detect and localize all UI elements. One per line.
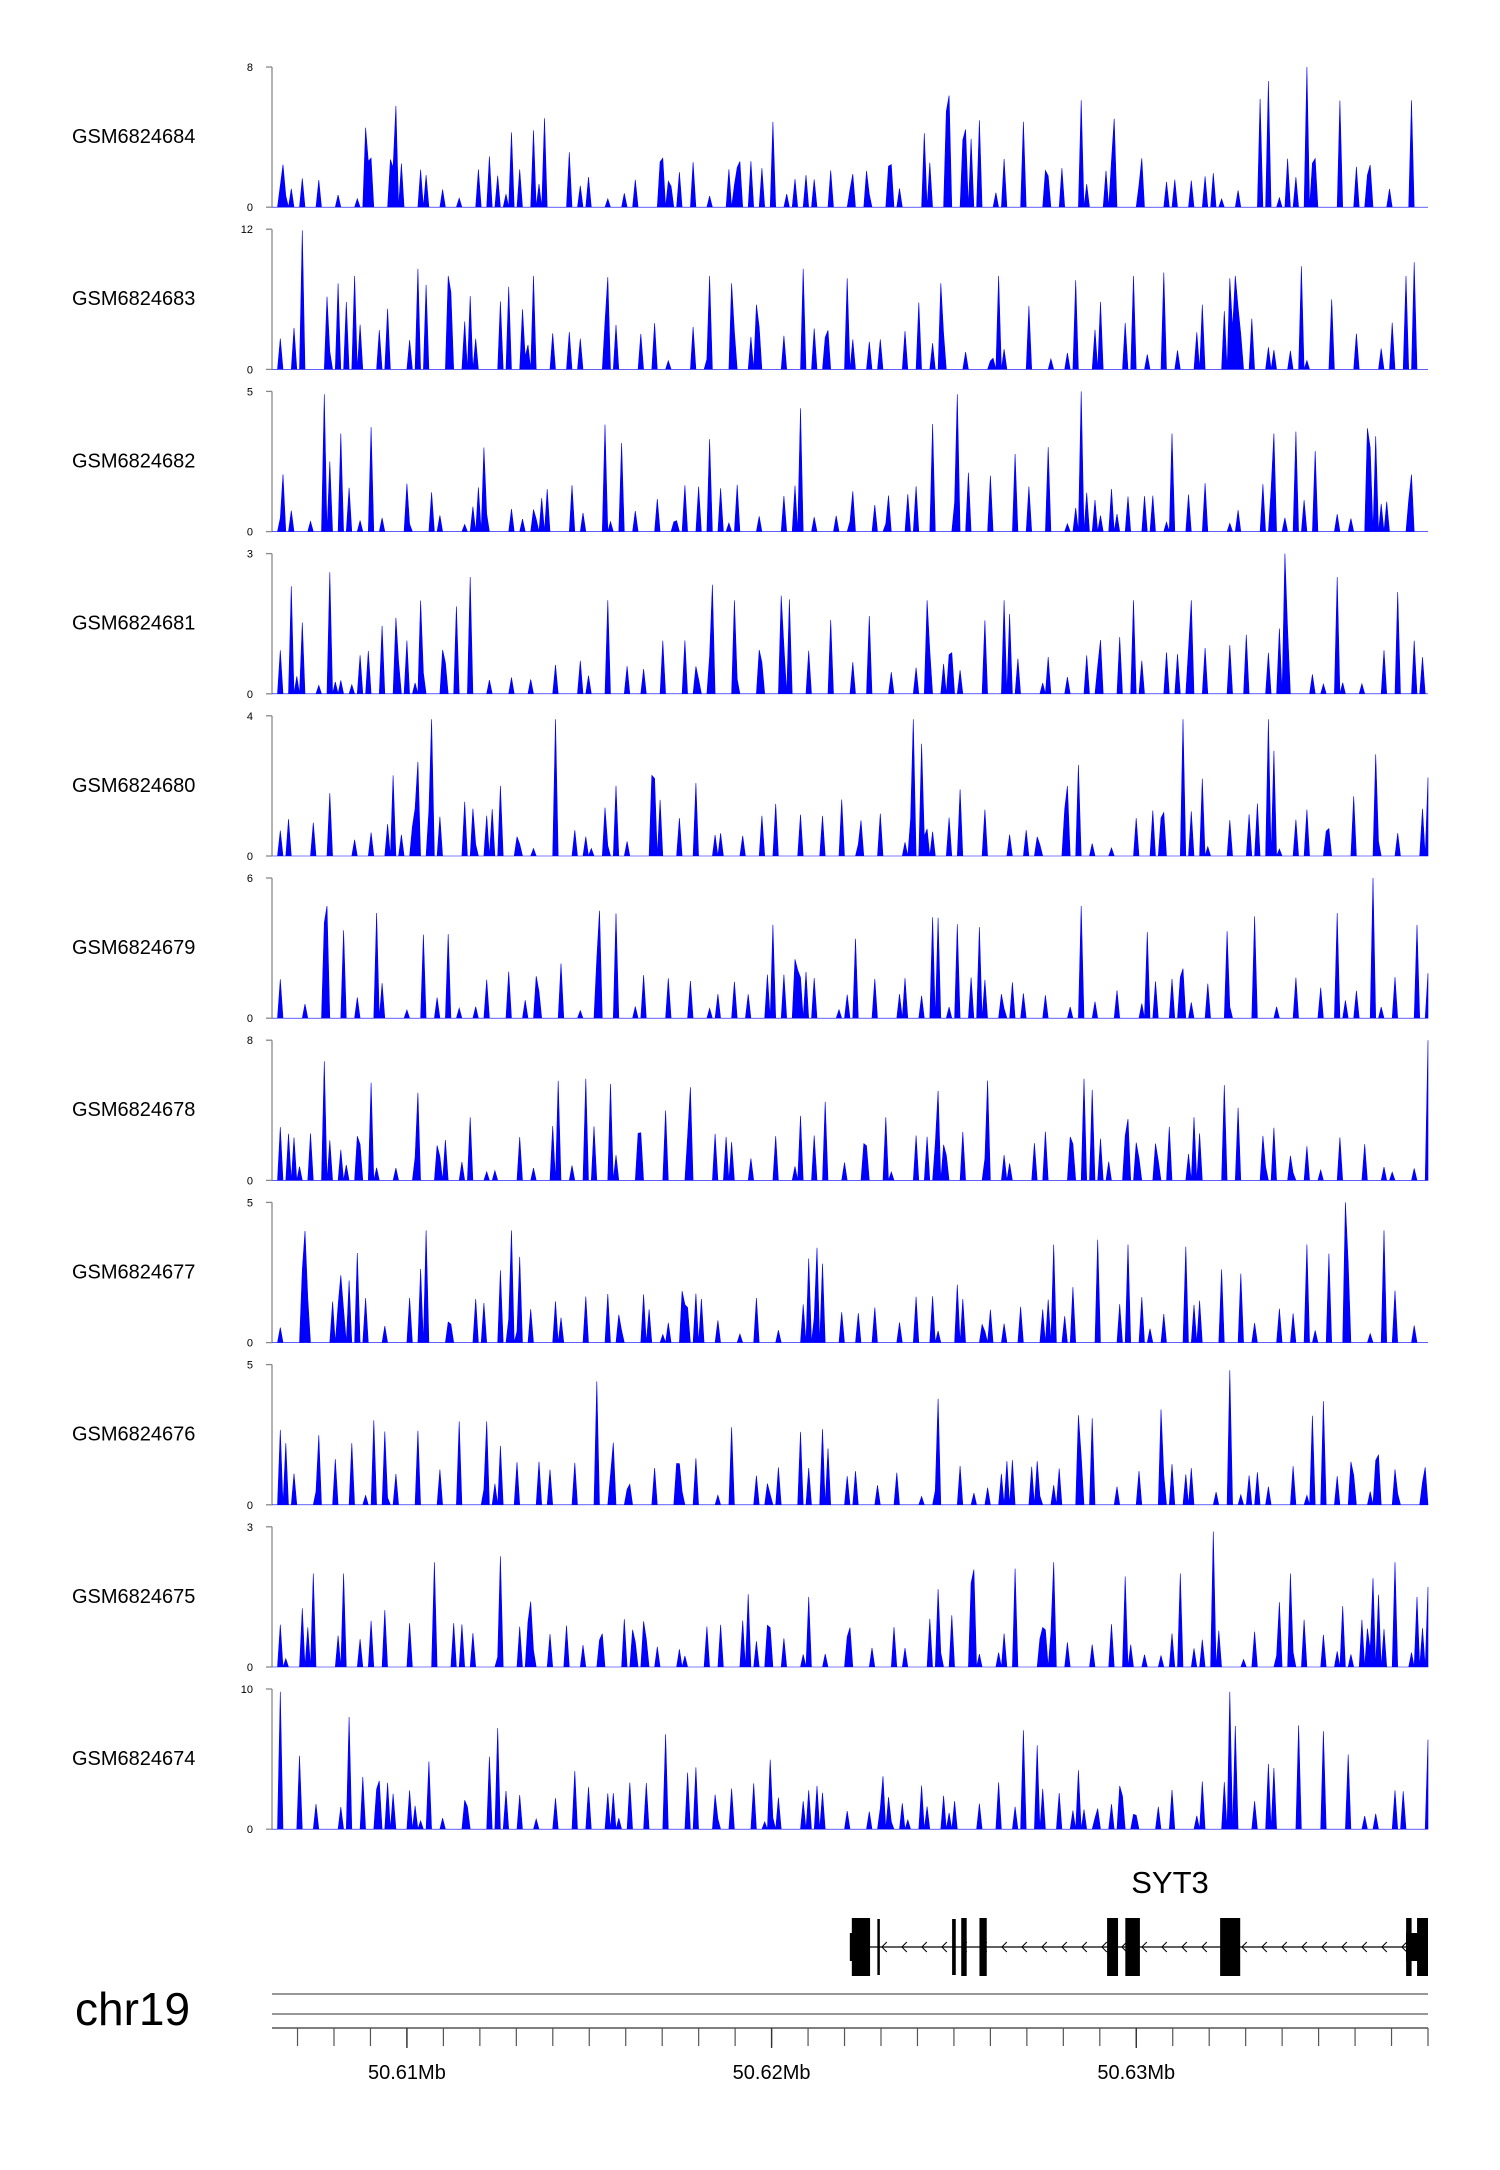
coverage-tracks: GSM682468480GSM6824683120GSM682468250GSM… [72,62,1429,1836]
coverage-signal [272,1531,1429,1668]
coverage-signal [272,1370,1429,1506]
strand-chevron [1241,1941,1248,1953]
track-label: GSM6824682 [72,450,195,472]
strand-chevron [1161,1941,1168,1953]
strand-chevron [1321,1941,1328,1953]
gene-utr [849,1933,870,1961]
coverage-track: GSM6824678 8 0 [72,1035,1429,1187]
track-label: GSM6824683 [72,288,195,310]
strand-chevron [1021,1941,1028,1953]
track-ymin-label: 0 [247,1662,253,1674]
track-ymin-label: 0 [247,1013,253,1025]
gene-exon [1107,1918,1119,1976]
strand-chevron [1381,1941,1388,1953]
strand-chevron [1361,1941,1368,1953]
track-ymin-label: 0 [247,1500,253,1512]
coverage-track: GSM6824683 12 0 [72,224,1428,376]
coverage-signal [272,877,1429,1019]
gene-exon [979,1918,987,1976]
strand-chevron [1401,1941,1408,1953]
track-ymin-label: 0 [247,851,253,863]
track-ymin-label: 0 [247,1338,253,1350]
track-ymin-label: 0 [247,364,253,376]
track-label: GSM6824681 [72,613,195,635]
track-ymax-label: 6 [247,873,253,885]
strand-chevron [1281,1941,1288,1953]
strand-chevron [1261,1941,1268,1953]
coverage-track: GSM6824677 5 0 [72,1197,1428,1350]
coverage-track: GSM6824682 5 0 [72,386,1428,539]
strand-chevron [1181,1941,1188,1953]
track-ymax-label: 5 [247,1360,253,1372]
gene-exon [952,1919,956,1975]
strand-chevron [1041,1941,1048,1953]
strand-chevron [941,1941,948,1953]
track-ymax-label: 5 [247,1197,253,1209]
track-ymax-label: 3 [247,1522,253,1534]
axis-tick-label: 50.62Mb [733,2062,811,2084]
track-ymin-label: 0 [247,689,253,701]
gene-label: SYT3 [1131,1865,1209,1900]
genome-axis: chr19 50.61Mb 50.62Mb 50.63Mb [75,1983,1429,2084]
coverage-track: GSM6824680 4 0 [72,711,1429,863]
coverage-signal [272,230,1428,370]
gene-utr [1406,1933,1428,1961]
coverage-signal [272,1202,1428,1343]
track-ymax-label: 3 [247,549,253,561]
track-ymax-label: 4 [247,711,253,723]
gene-exon [1220,1918,1241,1976]
track-ymax-label: 8 [247,62,253,74]
axis-tick-label: 50.61Mb [368,2062,446,2084]
coverage-signal [272,719,1429,857]
strand-chevron [1101,1941,1108,1953]
gene-annotation-track: SYT3 [849,1865,1428,1976]
strand-chevron [1121,1941,1128,1953]
coverage-track: GSM6824675 3 0 [72,1522,1429,1674]
coverage-signal [272,1691,1429,1830]
strand-chevron [881,1941,888,1953]
strand-chevron [1001,1941,1008,1953]
track-ymax-label: 8 [247,1035,253,1047]
coverage-signal [272,391,1428,532]
track-ymax-label: 5 [247,386,253,398]
coverage-signal [272,66,1428,208]
track-ymax-label: 12 [241,224,253,236]
track-label: GSM6824680 [72,775,195,797]
track-label: GSM6824676 [72,1424,195,1446]
track-label: GSM6824678 [72,1099,195,1121]
track-ymin-label: 0 [247,1175,253,1187]
track-ymax-label: 10 [241,1684,253,1696]
strand-chevron [1201,1941,1208,1953]
track-ymin-label: 0 [247,527,253,539]
chromosome-label: chr19 [75,1983,190,2035]
coverage-track: GSM6824684 8 0 [72,62,1428,214]
gene-exon [1125,1918,1140,1976]
coverage-track: GSM6824674 10 0 [72,1684,1429,1836]
track-label: GSM6824679 [72,937,195,959]
gene-exon [877,1919,880,1975]
strand-chevron [1301,1941,1308,1953]
coverage-track: GSM6824676 5 0 [72,1360,1429,1512]
track-label: GSM6824674 [72,1748,195,1770]
strand-chevron [1141,1941,1148,1953]
track-label: GSM6824677 [72,1261,195,1283]
track-label: GSM6824675 [72,1586,195,1608]
coverage-track: GSM6824679 6 0 [72,873,1429,1025]
strand-chevron [1341,1941,1348,1953]
track-label: GSM6824684 [72,126,195,148]
coverage-track: GSM6824681 3 0 [72,549,1428,701]
track-ymin-label: 0 [247,202,253,214]
strand-chevron [1061,1941,1068,1953]
coverage-signal [272,1040,1429,1181]
axis-tick-label: 50.63Mb [1097,2062,1175,2084]
strand-chevron [1081,1941,1088,1953]
strand-chevron [921,1941,928,1953]
track-ymin-label: 0 [247,1824,253,1836]
strand-chevron [901,1941,908,1953]
gene-exon [961,1918,967,1976]
coverage-signal [272,553,1428,695]
